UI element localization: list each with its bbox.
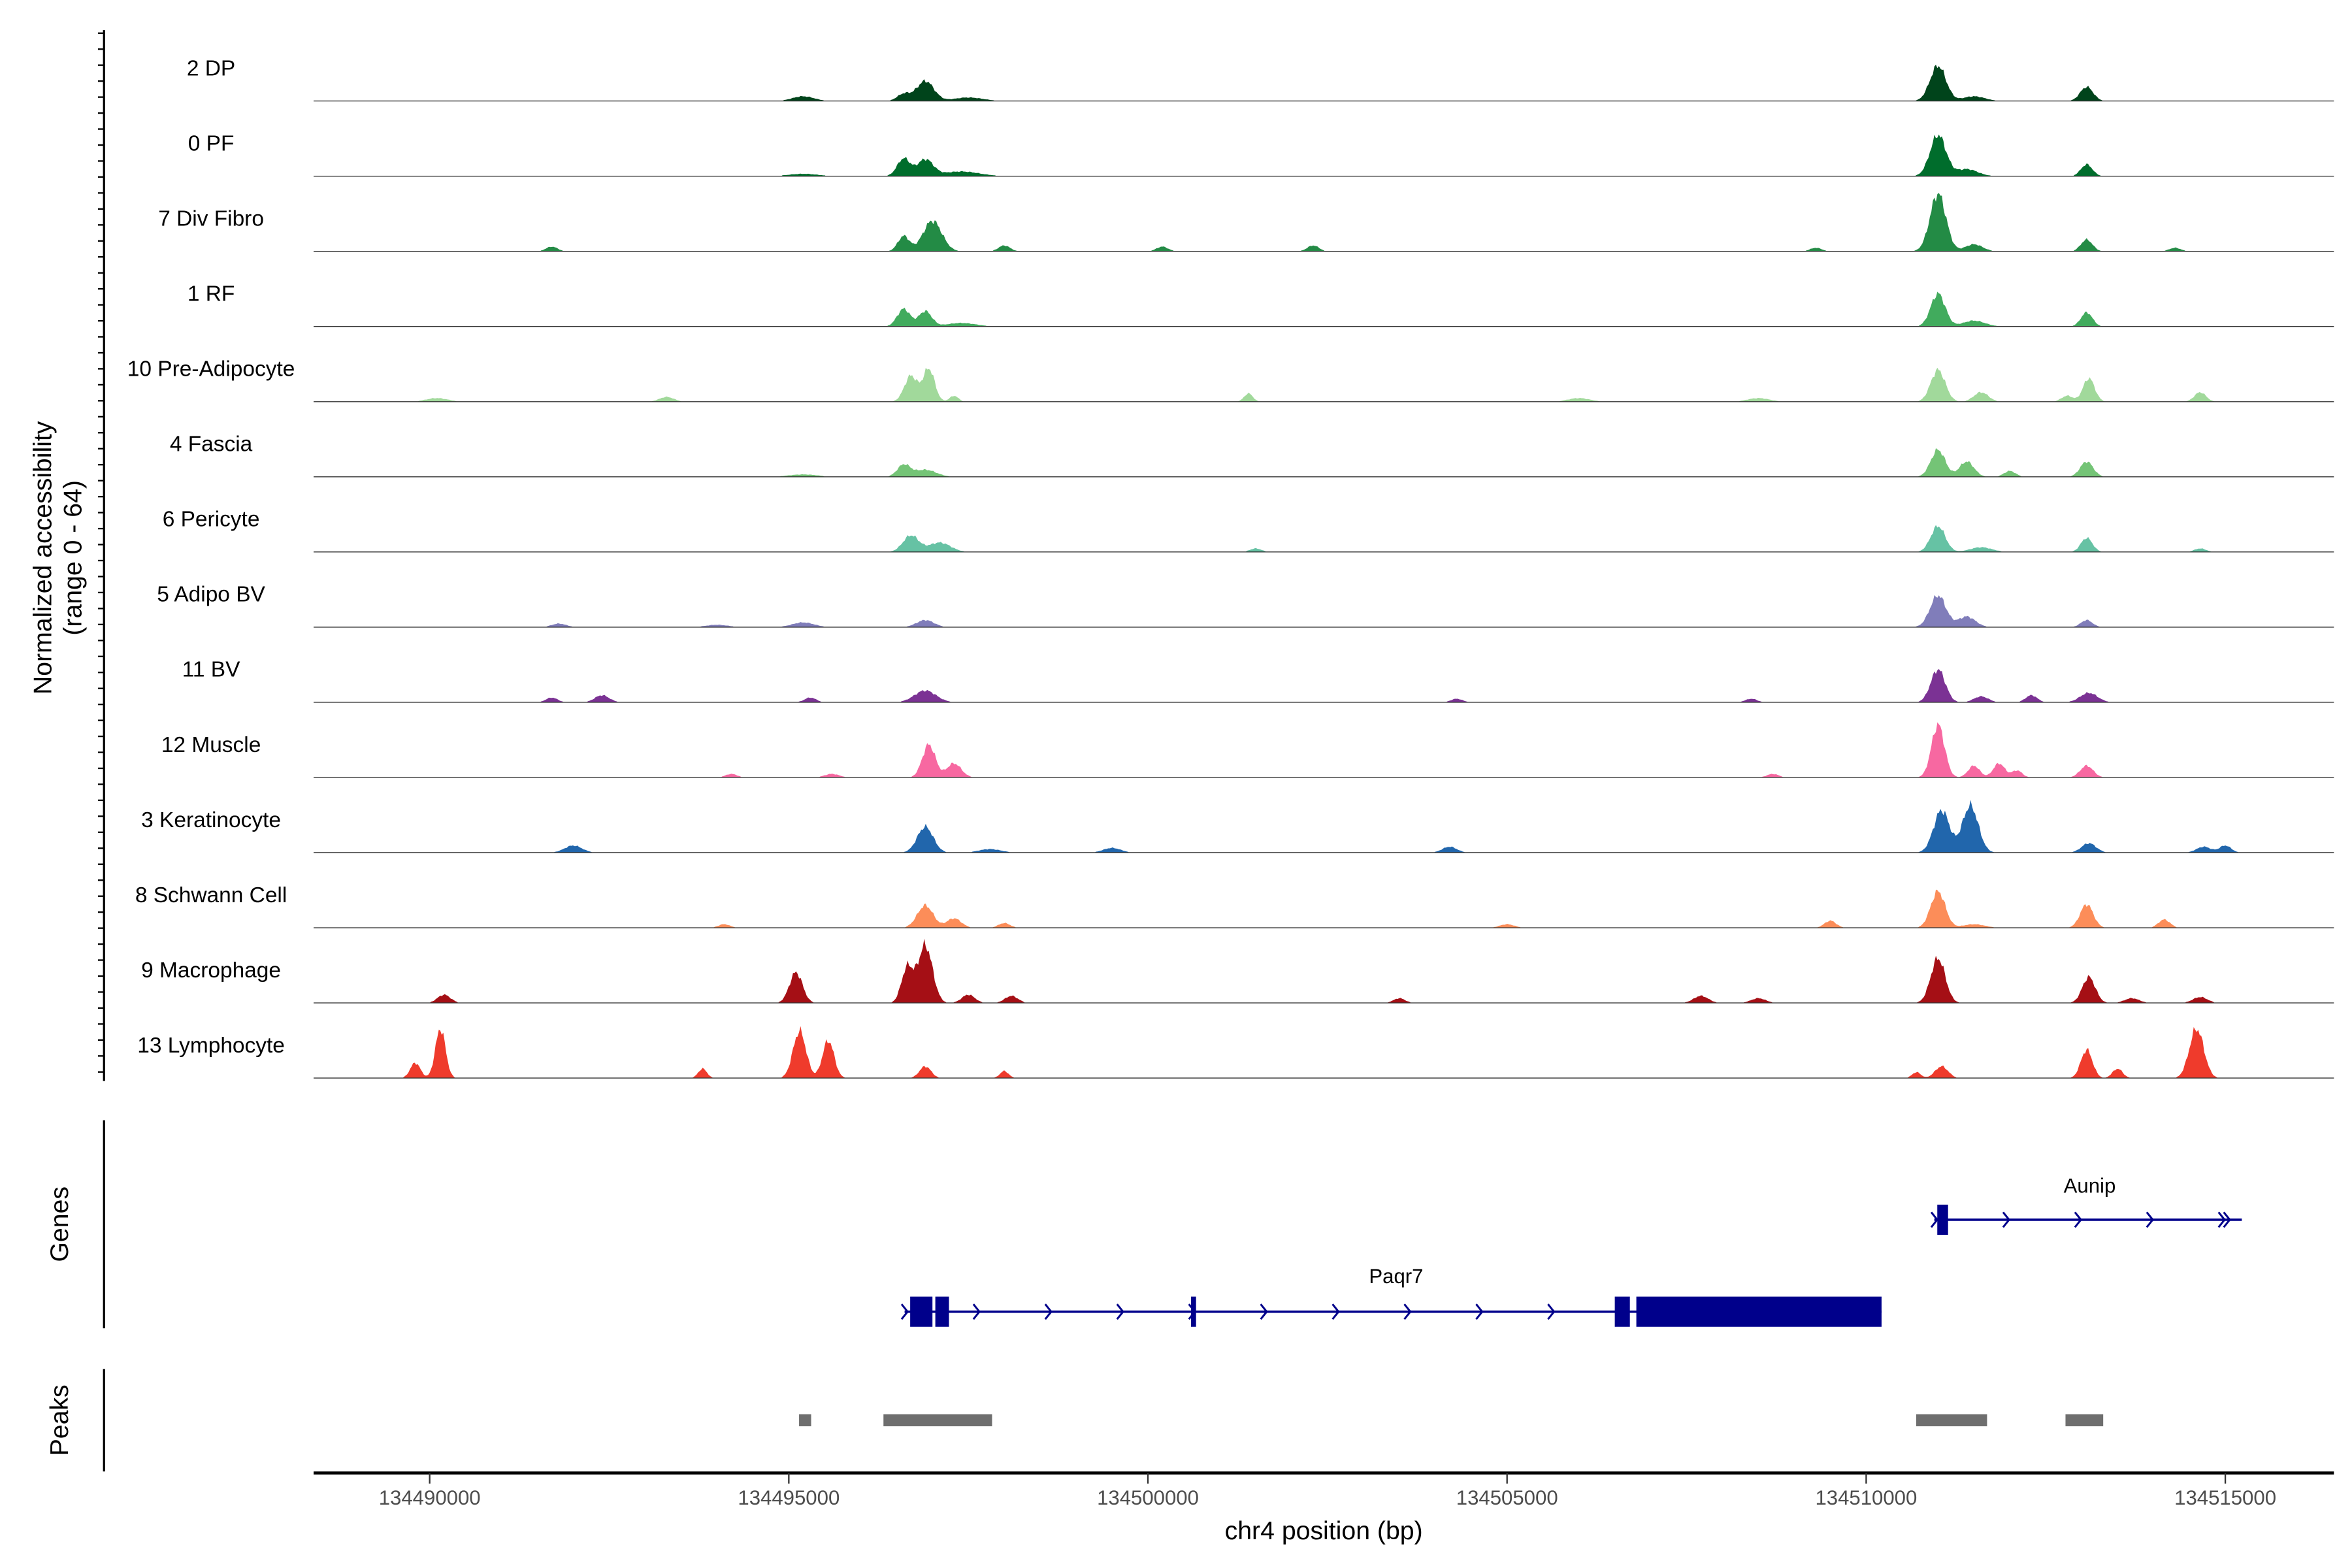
strand-arrow-icon [1044,1303,1053,1320]
track-8-schwann-cell: 8 Schwann Cell [135,883,2334,928]
x-axis-title: chr4 position (bp) [1225,1516,1423,1545]
genes-panel-label: Genes [45,1186,74,1262]
gene-aunip: Aunip [1930,1174,2242,1235]
track-label: 11 BV [182,658,240,682]
coverage-area [314,938,2334,1004]
x-tick-label: 134510000 [1815,1486,1917,1509]
gene-exon [935,1296,949,1327]
x-tick-label: 134495000 [738,1486,840,1509]
gene-exon [910,1296,933,1327]
x-tick-label: 134515000 [2174,1486,2276,1509]
coverage-area [314,595,2334,627]
strand-arrow-icon [972,1303,981,1320]
strand-arrow-icon [1331,1303,1340,1320]
gene-paqr7: Paqr7 [900,1265,1882,1327]
genes-panel: Paqr7 Aunip [900,1174,2242,1327]
track-label: 7 Div Fibro [158,206,264,231]
coverage-area [314,722,2334,777]
track-label: 5 Adipo BV [157,583,265,607]
coverage-area [314,448,2334,477]
gene-exon [1937,1204,1948,1235]
peak-region [883,1414,992,1427]
strand-arrow-icon [1930,1211,1939,1228]
track-10-pre-adipocyte: 10 Pre-Adipocyte [127,357,2334,402]
track-label: 8 Schwann Cell [135,883,287,907]
strand-arrow-icon [2217,1211,2226,1228]
strand-arrow-icon [1547,1303,1556,1320]
track-11-bv: 11 BV [182,658,2334,703]
gene-exon [1614,1296,1630,1327]
track-label: 6 Pericyte [163,508,260,532]
strand-arrow-icon [1260,1303,1268,1320]
track-label: 3 Keratinocyte [141,808,281,832]
coverage-area [314,668,2334,702]
strand-arrow-icon [1116,1303,1124,1320]
track-9-macrophage: 9 Macrophage [141,938,2334,1004]
coverage-area [314,889,2334,928]
gene-label: Aunip [2064,1174,2116,1197]
strand-arrow-icon [900,1303,909,1320]
track-label: 10 Pre-Adipocyte [127,357,295,382]
coverage-area [314,525,2334,552]
peaks-panel [799,1414,2104,1427]
track-5-adipo-bv: 5 Adipo BV [157,583,2334,628]
gene-exon [1190,1296,1196,1327]
track-2-dp: 2 DP [187,56,2334,102]
track-label: 1 RF [188,282,235,306]
y-axis-title-line2: (range 0 - 64) [59,480,88,636]
coverage-area [314,367,2334,402]
peak-region [799,1414,811,1427]
tracks: 2 DP 0 PF 7 Div Fibro 1 RF 10 Pre-Adipocyte 4… [127,56,2334,1079]
coverage-area [314,291,2334,327]
strand-arrow-icon [2146,1211,2154,1228]
track-label: 12 Muscle [161,733,261,757]
track-3-keratinocyte: 3 Keratinocyte [141,800,2334,853]
gene-label: Paqr7 [1369,1265,1423,1288]
peaks-panel-label: Peaks [45,1384,74,1456]
strand-arrow-icon [2002,1211,2011,1228]
coverage-area [314,1026,2334,1079]
track-label: 13 Lymphocyte [137,1034,285,1058]
y-axis [98,30,105,1081]
strand-arrow-icon [2074,1211,2083,1228]
track-label: 2 DP [187,56,235,80]
strand-arrow-icon [2223,1211,2231,1228]
track-4-fascia: 4 Fascia [170,433,2334,478]
strand-arrow-icon [1475,1303,1484,1320]
strand-arrow-icon [1403,1303,1412,1320]
gene-exon [1636,1296,1882,1327]
coverage-area [314,134,2334,176]
peak-region [2065,1414,2104,1427]
track-12-muscle: 12 Muscle [161,722,2334,778]
x-tick-label: 134505000 [1456,1486,1558,1509]
y-axis-title-line1: Normalized accessibility [28,421,57,694]
track-label: 4 Fascia [170,433,253,457]
track-7-div-fibro: 7 Div Fibro [158,193,2334,252]
track-label: 0 PF [188,131,235,155]
coverage-area [314,193,2334,252]
track-0-pf: 0 PF [188,131,2334,177]
x-tick-label: 134490000 [379,1486,481,1509]
x-tick-label: 134500000 [1097,1486,1199,1509]
track-13-lymphocyte: 13 Lymphocyte [137,1026,2334,1079]
track-label: 9 Macrophage [141,958,281,983]
coverage-area [314,65,2334,101]
track-6-pericyte: 6 Pericyte [163,508,2334,553]
track-1-rf: 1 RF [188,282,2334,327]
peak-region [1916,1414,1987,1427]
x-axis-ticks: 134490000 134495000 134500000 134505000 1345… [379,1473,2276,1509]
coverage-area [314,800,2334,853]
